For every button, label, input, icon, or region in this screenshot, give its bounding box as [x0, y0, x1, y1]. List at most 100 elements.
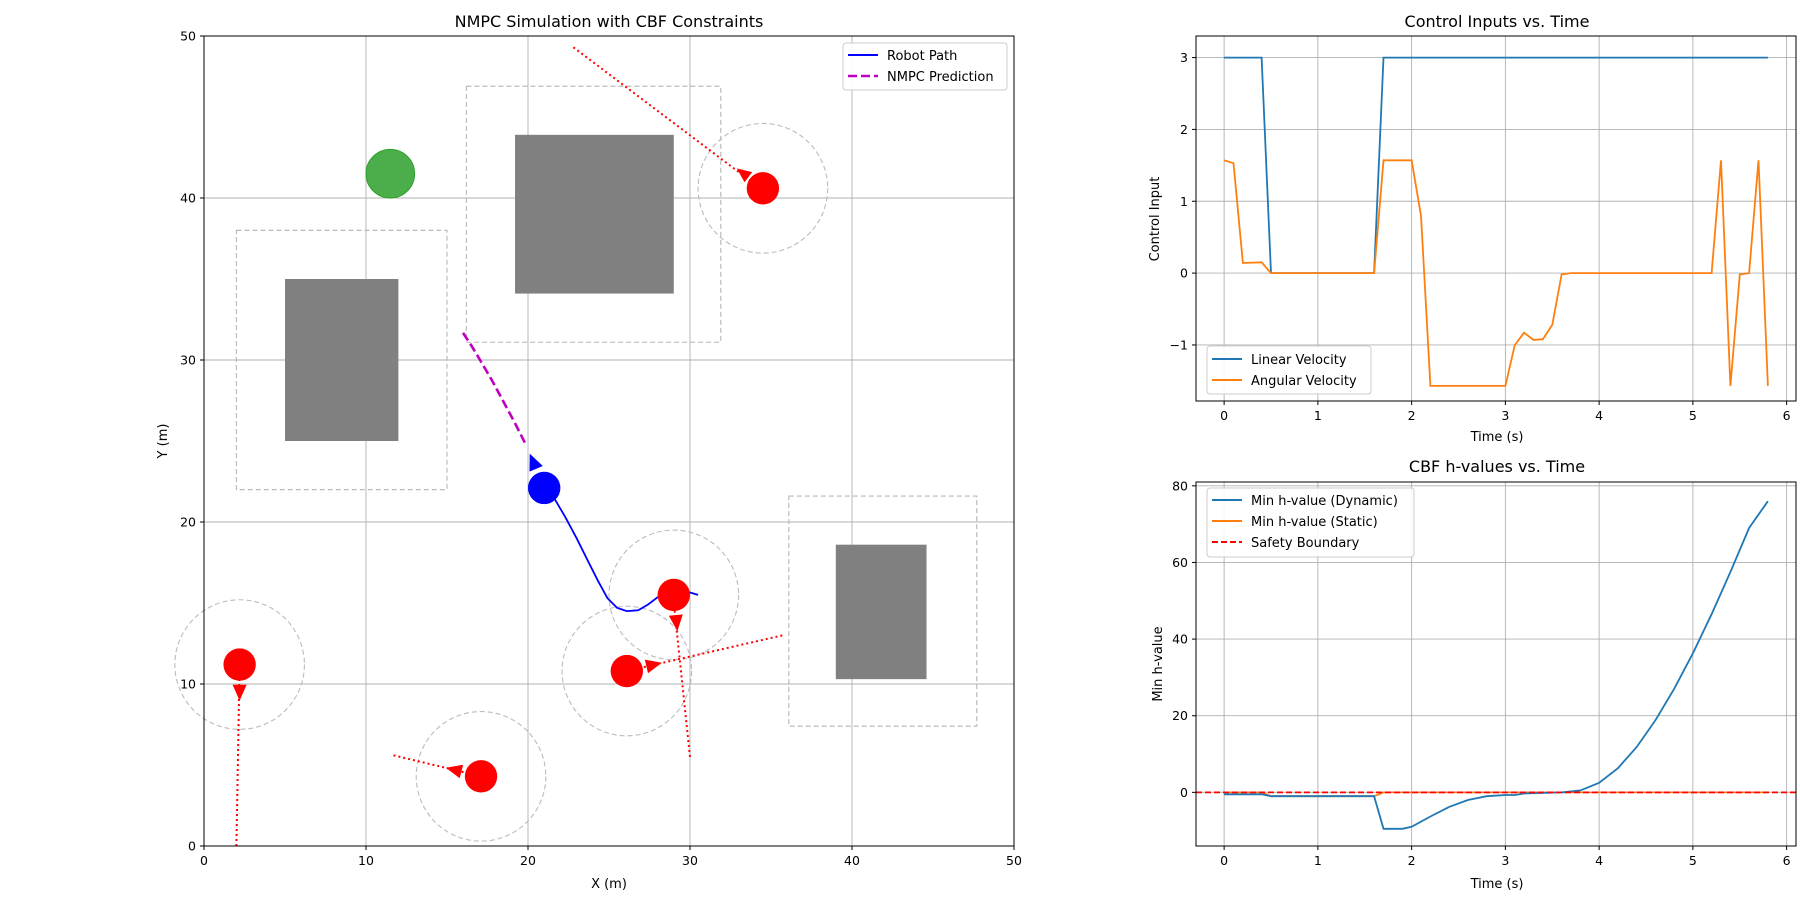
dynamic-obstacle-arrow-2 — [644, 659, 662, 674]
legend-angular-velocity: Angular Velocity — [1251, 374, 1357, 389]
dynamic-obstacle-0 — [746, 172, 780, 205]
robot-marker — [528, 471, 561, 505]
dynamic-obstacle-arrow-0 — [736, 168, 753, 183]
map-xtick-label-1: 10 — [358, 853, 374, 868]
legend-robot-path: Robot Path — [887, 49, 957, 64]
map-x-axis-label: X (m) — [591, 877, 627, 892]
cbf-xtick-label-1: 1 — [1314, 853, 1322, 868]
cbf-frame — [1195, 481, 1797, 847]
control-inputs-xtick-label-5: 5 — [1689, 408, 1697, 423]
control-inputs-xtick-label-1: 1 — [1314, 408, 1322, 423]
control-inputs-ytick-label-1: 0 — [1180, 266, 1188, 281]
dynamic-obstacle-2 — [610, 654, 644, 688]
control-inputs-x-axis-label: Time (s) — [1470, 430, 1524, 445]
map-ytick-label-4: 40 — [180, 191, 196, 206]
cbf-ytick-label-1: 20 — [1172, 708, 1188, 723]
legend-nmpc-prediction: NMPC Prediction — [887, 70, 994, 85]
control-inputs-panel: Control Inputs vs. Time 0 1 2 3 4 5 6 −1 0 1 2 3 Ti… — [1148, 12, 1797, 445]
control-inputs-ytick-label-3: 2 — [1180, 122, 1188, 137]
cbf-lines — [1196, 500, 1796, 830]
cbf-title: CBF h-values vs. Time — [1409, 457, 1585, 476]
control-inputs-ytick-label-0: −1 — [1170, 337, 1188, 352]
static-obstacle-1 — [515, 134, 674, 294]
map-xtick-label-4: 40 — [844, 853, 860, 868]
map-ytick-label-0: 0 — [188, 839, 196, 854]
robot-heading-arrow — [529, 453, 543, 472]
static-obstacle-0 — [285, 279, 399, 441]
cbf-xtick-label-2: 2 — [1408, 853, 1416, 868]
legend-linear-velocity: Linear Velocity — [1251, 353, 1347, 368]
control-inputs-y-axis-label: Control Input — [1148, 177, 1163, 262]
dynamic-obstacle-safety-circle-3 — [174, 599, 305, 730]
map-y-axis-label: Y (m) — [156, 424, 171, 460]
dynamic-obstacle-safety-circle-1 — [608, 529, 740, 661]
cbf-xtick-label-0: 0 — [1220, 853, 1228, 868]
map-xtick-label-2: 20 — [520, 853, 536, 868]
nmpc-prediction-line — [460, 330, 526, 444]
dynamic-obstacle-arrow-4 — [445, 764, 464, 779]
control-inputs-ytick-label-4: 3 — [1180, 50, 1188, 65]
static-obstacle-margin-0 — [235, 229, 448, 491]
control-inputs-legend-box — [1206, 345, 1372, 395]
control-inputs-xtick-label-4: 4 — [1595, 408, 1603, 423]
control-inputs-ticks: 0 1 2 3 4 5 6 −1 0 1 2 3 — [1170, 50, 1791, 423]
cbf-x-axis-label: Time (s) — [1470, 877, 1524, 892]
dynamic-obstacle-trail-0 — [572, 46, 753, 183]
legend-dynamic: Min h-value (Dynamic) — [1251, 494, 1398, 509]
static-obstacle-margin-2 — [788, 495, 978, 727]
dynamic-obstacle-trail-2 — [626, 634, 783, 672]
dynamic-obstacle-3 — [223, 648, 256, 681]
map-ytick-label-5: 50 — [180, 29, 196, 44]
dynamic-h-value-line — [1224, 500, 1769, 830]
map-legend: Robot Path NMPC Prediction — [842, 42, 1008, 91]
cbf-legend: Min h-value (Dynamic) Min h-value (Stati… — [1206, 487, 1415, 558]
map-xtick-label-5: 50 — [1006, 853, 1022, 868]
control-inputs-title: Control Inputs vs. Time — [1405, 12, 1590, 31]
dynamic-obstacle-safety-circle-4 — [415, 710, 547, 842]
control-inputs-xtick-label-0: 0 — [1220, 408, 1228, 423]
cbf-xtick-label-5: 5 — [1689, 853, 1697, 868]
map-title: NMPC Simulation with CBF Constraints — [455, 12, 764, 31]
dynamic-obstacle-arrow-1 — [668, 614, 683, 632]
control-inputs-xtick-label-3: 3 — [1501, 408, 1509, 423]
map-legend-box — [842, 42, 1008, 91]
map-ytick-label-2: 20 — [180, 515, 196, 530]
legend-static: Min h-value (Static) — [1251, 515, 1378, 530]
legend-safety-boundary: Safety Boundary — [1251, 536, 1360, 551]
control-inputs-legend: Linear Velocity Angular Velocity — [1206, 345, 1372, 395]
cbf-legend-box — [1206, 487, 1415, 558]
cbf-ytick-label-2: 40 — [1172, 632, 1188, 647]
cbf-xtick-label-4: 4 — [1595, 853, 1603, 868]
cbf-ytick-label-0: 0 — [1180, 785, 1188, 800]
dynamic-obstacle-safety-circle-0 — [697, 122, 829, 254]
cbf-y-axis-label: Min h-value — [1151, 626, 1166, 701]
angular-velocity-line — [1223, 159, 1769, 387]
map-ticks: 0 10 20 30 40 50 0 10 20 30 40 50 — [180, 29, 1022, 869]
map-ytick-label-3: 30 — [180, 353, 196, 368]
map-ytick-label-1: 10 — [180, 677, 196, 692]
control-inputs-ytick-label-2: 1 — [1180, 194, 1188, 209]
map-content — [174, 46, 978, 847]
map-frame — [203, 35, 1015, 847]
map-xtick-label-3: 30 — [682, 853, 698, 868]
control-inputs-xtick-label-6: 6 — [1783, 408, 1791, 423]
cbf-ytick-label-4: 80 — [1172, 478, 1188, 493]
dynamic-obstacle-4 — [464, 760, 498, 793]
control-inputs-xtick-label-2: 2 — [1408, 408, 1416, 423]
control-inputs-frame — [1195, 35, 1797, 402]
static-obstacle-margin-1 — [465, 85, 722, 343]
goal-marker — [365, 148, 416, 199]
cbf-xtick-label-6: 6 — [1783, 853, 1791, 868]
dynamic-obstacle-trail-1 — [672, 602, 691, 758]
dynamic-obstacle-1 — [657, 578, 690, 612]
dynamic-obstacle-safety-circle-2 — [561, 605, 693, 737]
dynamic-obstacle-arrow-3 — [232, 684, 247, 701]
cbf-ytick-label-3: 60 — [1172, 555, 1188, 570]
map-xtick-label-0: 0 — [200, 853, 208, 868]
static-obstacle-2 — [835, 544, 927, 680]
control-inputs-lines — [1223, 56, 1769, 387]
